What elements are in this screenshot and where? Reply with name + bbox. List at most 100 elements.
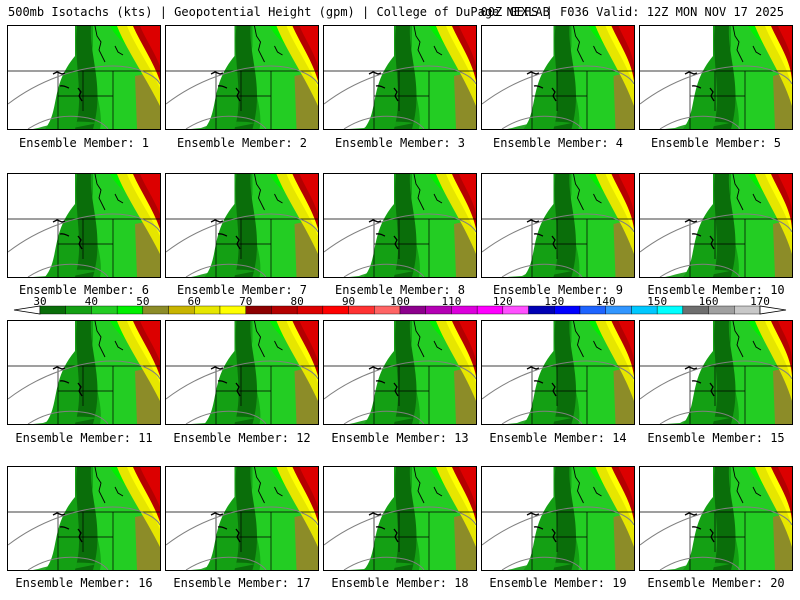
caption-prefix: Ensemble Member: xyxy=(489,576,613,590)
caption-prefix: Ensemble Member: xyxy=(492,136,616,150)
coastline xyxy=(254,467,283,504)
wind-contour xyxy=(553,26,577,129)
height-contour xyxy=(8,213,160,277)
wind-contour xyxy=(349,269,414,277)
ensemble-panel-1 xyxy=(7,25,161,130)
height-contour xyxy=(324,65,476,129)
member-number: 20 xyxy=(770,576,785,590)
wind-contour xyxy=(665,269,730,277)
wind-contour xyxy=(234,321,258,424)
coastline xyxy=(254,26,283,63)
wind-contour xyxy=(234,174,258,277)
ensemble-caption: Ensemble Member: 8 xyxy=(320,283,480,297)
ensemble-panel-2 xyxy=(165,25,319,130)
colorbar-label: 80 xyxy=(290,295,304,308)
lake-outline xyxy=(684,512,715,543)
state-boundaries xyxy=(166,70,318,129)
wind-contour xyxy=(33,269,98,277)
ensemble-panel-15 xyxy=(639,320,793,425)
wind-contour xyxy=(778,174,792,214)
wind-contour xyxy=(75,174,98,277)
ensemble-panel-4 xyxy=(481,25,635,130)
coastline xyxy=(413,467,443,504)
map-title: 500mb Isotachs (kts) | Geopotential Heig… xyxy=(0,0,800,24)
wind-contour xyxy=(33,562,98,570)
lake-outline xyxy=(368,219,399,250)
height-contour xyxy=(166,506,318,570)
height-contour xyxy=(8,506,160,570)
state-boundaries xyxy=(8,218,160,277)
wind-contour xyxy=(299,26,318,66)
height-contour xyxy=(324,360,476,424)
height-contour xyxy=(482,213,634,277)
member-number: 6 xyxy=(141,283,150,297)
coastline xyxy=(94,467,124,504)
state-boundaries xyxy=(8,365,160,424)
panel-map xyxy=(324,467,476,570)
height-contour xyxy=(8,360,160,424)
ensemble-caption: Ensemble Member: 18 xyxy=(320,576,480,590)
panel-map xyxy=(640,321,792,424)
height-contour xyxy=(640,506,792,570)
state-boundaries xyxy=(640,70,792,129)
panel-map xyxy=(166,321,318,424)
caption-prefix: Ensemble Member: xyxy=(647,576,771,590)
lake-outline xyxy=(526,71,557,102)
ensemble-panel-8 xyxy=(323,173,477,278)
panel-map xyxy=(8,467,160,570)
wind-contour xyxy=(459,467,476,507)
lake-outline xyxy=(684,366,715,397)
lake-outline xyxy=(684,71,715,102)
panel-map xyxy=(8,174,160,277)
wind-contour xyxy=(140,174,160,214)
lake-outline xyxy=(684,219,715,250)
ensemble-caption: Ensemble Member: 15 xyxy=(636,431,796,445)
height-contour xyxy=(8,65,160,129)
caption-prefix: Ensemble Member: xyxy=(334,283,458,297)
member-number: 10 xyxy=(770,283,785,297)
state-boundaries xyxy=(166,218,318,277)
wind-contour xyxy=(299,174,318,214)
member-number: 9 xyxy=(615,283,624,297)
ensemble-panel-9 xyxy=(481,173,635,278)
ensemble-caption: Ensemble Member: 6 xyxy=(4,283,164,297)
wind-contour xyxy=(665,562,730,570)
ensemble-panel-17 xyxy=(165,466,319,571)
wind-contour xyxy=(553,321,577,424)
coastline xyxy=(573,321,602,358)
wind-contour xyxy=(618,467,634,507)
member-number: 4 xyxy=(615,136,624,150)
wind-contour xyxy=(713,174,736,277)
height-contour xyxy=(166,213,318,277)
wind-contour xyxy=(234,26,258,129)
lake-outline xyxy=(52,512,83,543)
wind-contour xyxy=(140,467,160,507)
ensemble-panel-10 xyxy=(639,173,793,278)
map-title-left: 500mb Isotachs (kts) | Geopotential Heig… xyxy=(8,5,550,19)
wind-contour xyxy=(140,26,160,66)
member-number: 1 xyxy=(141,136,150,150)
panel-map xyxy=(640,174,792,277)
colorbar-label: 160 xyxy=(698,295,719,308)
colorbar-label: 130 xyxy=(544,295,565,308)
state-boundaries xyxy=(166,365,318,424)
caption-prefix: Ensemble Member: xyxy=(15,576,139,590)
state-boundaries xyxy=(482,70,634,129)
wind-contour xyxy=(713,321,736,424)
ensemble-caption: Ensemble Member: 3 xyxy=(320,136,480,150)
panel-map xyxy=(166,467,318,570)
coastline xyxy=(732,26,762,63)
ensemble-panel-12 xyxy=(165,320,319,425)
height-contour xyxy=(482,65,634,129)
wind-contour xyxy=(33,121,98,129)
panel-map xyxy=(166,174,318,277)
member-number: 14 xyxy=(612,431,627,445)
wind-contour xyxy=(778,321,792,361)
ensemble-caption: Ensemble Member: 20 xyxy=(636,576,796,590)
colorbar-label: 90 xyxy=(341,295,356,308)
coastline xyxy=(254,321,283,358)
ensemble-panel-13 xyxy=(323,320,477,425)
wind-contour xyxy=(394,174,417,277)
wind-contour xyxy=(394,26,417,129)
ensemble-panel-6 xyxy=(7,173,161,278)
